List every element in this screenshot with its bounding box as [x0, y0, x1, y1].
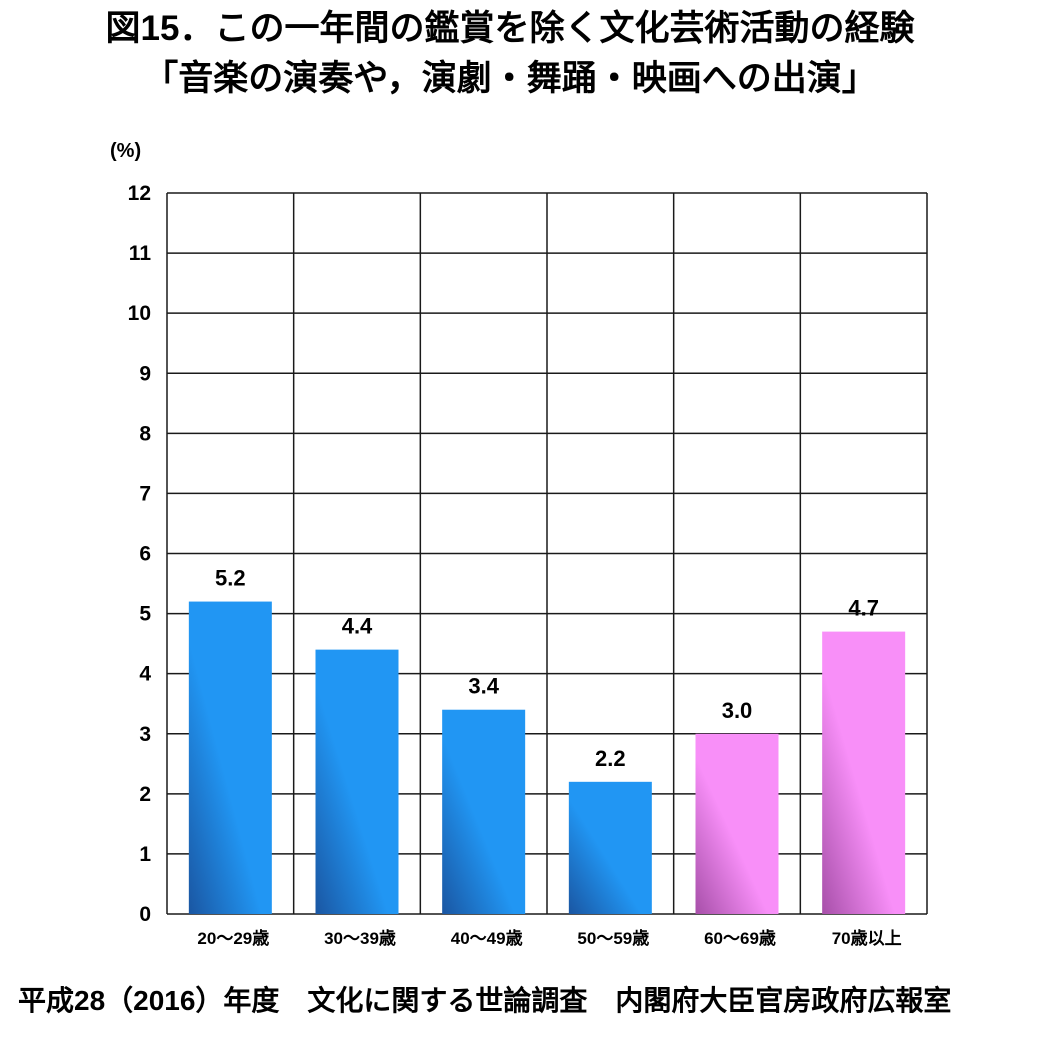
- data-labels: 5.2 4.4 3.4 2.2 3.0 4.7: [215, 566, 879, 771]
- data-label: 3.0: [722, 698, 753, 723]
- y-tick-label: 4: [139, 663, 151, 686]
- bar: [188, 601, 272, 914]
- chart-subtitle: 「音楽の演奏や，演劇・舞踊・映画への出演」: [143, 59, 877, 98]
- y-tick-label: 6: [139, 543, 151, 566]
- x-tick-label: 20～29歳: [197, 928, 269, 948]
- x-tick-label: 70歳以上: [832, 928, 902, 948]
- y-tick-label: 9: [139, 362, 151, 385]
- bar: [442, 709, 526, 914]
- data-label: 3.4: [468, 674, 499, 699]
- source-note: 平成28（2016）年度 文化に関する世論調査 内閣府大臣官房政府広報室: [18, 985, 952, 1016]
- y-tick-label: 3: [139, 723, 151, 746]
- y-tick-label: 1: [139, 843, 151, 866]
- gridlines: [166, 192, 928, 915]
- y-tick-label: 7: [139, 482, 151, 505]
- y-tick-label: 8: [139, 422, 151, 445]
- x-tick-label: 50～59歳: [577, 928, 649, 948]
- y-tick-label: 2: [139, 783, 151, 806]
- bars: [188, 601, 906, 914]
- y-tick-label: 12: [128, 182, 151, 205]
- x-axis: 20～29歳 30～39歳 40～49歳 50～59歳 60～69歳 70歳以上: [197, 928, 901, 948]
- x-tick-label: 60～69歳: [704, 928, 776, 948]
- chart-title: 図15．この一年間の鑑賞を除く文化芸術活動の経験: [105, 9, 915, 48]
- data-label: 4.4: [342, 614, 373, 639]
- y-tick-label: 10: [128, 302, 151, 325]
- data-label: 4.7: [848, 596, 879, 621]
- data-label: 2.2: [595, 746, 626, 771]
- y-axis-unit-label: (%): [110, 140, 141, 162]
- bar: [568, 781, 652, 914]
- y-tick-label: 0: [139, 903, 151, 926]
- y-tick-label: 11: [129, 242, 152, 265]
- bar: [315, 649, 399, 914]
- x-tick-label: 30～39歳: [324, 928, 396, 948]
- bar: [822, 631, 906, 914]
- data-label: 5.2: [215, 566, 246, 591]
- x-tick-label: 40～49歳: [451, 928, 523, 948]
- y-tick-label: 5: [139, 603, 151, 626]
- bar: [695, 733, 779, 914]
